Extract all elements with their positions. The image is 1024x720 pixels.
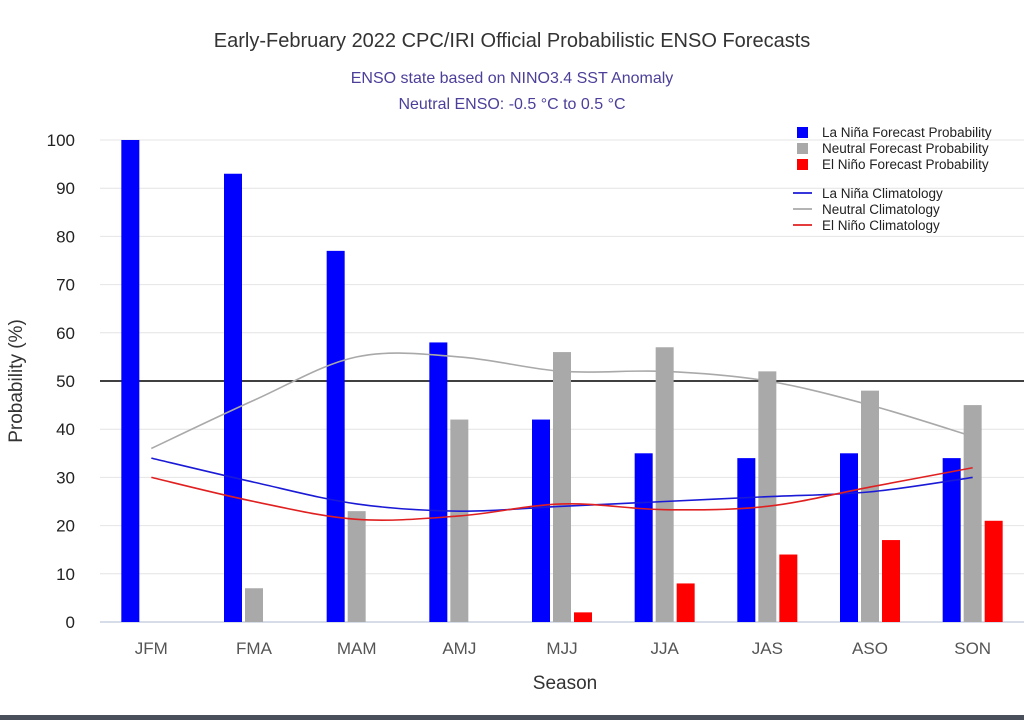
gridlines — [100, 139, 1024, 575]
chart-title: Early-February 2022 CPC/IRI Official Pro… — [214, 30, 811, 52]
y-tick-label: 50 — [56, 372, 75, 391]
legend-swatch — [797, 127, 808, 138]
bar-la-ni-a-forecast-probability-jja — [634, 453, 653, 622]
chart-subtitle-line-2: Neutral ENSO: -0.5 °C to 0.5 °C — [398, 96, 625, 113]
bar-neutral-forecast-probability-aso — [861, 390, 879, 622]
x-tick-label: JAS — [752, 639, 783, 658]
bar-neutral-forecast-probability-mjj — [553, 352, 571, 622]
x-axis-title: Season — [533, 673, 597, 694]
y-tick-label: 60 — [56, 324, 75, 343]
bar-neutral-forecast-probability-fma — [245, 588, 263, 622]
x-tick-label: MJJ — [546, 639, 577, 658]
x-tick-label: JJA — [650, 639, 679, 658]
chart-subtitle-line-1: ENSO state based on NINO3.4 SST Anomaly — [351, 70, 674, 87]
y-axis-ticks: 0 10 20 30 40 50 60 70 80 90 100 — [47, 131, 75, 632]
bar-la-ni-a-forecast-probability-amj — [429, 342, 448, 622]
y-tick-label: 30 — [56, 468, 75, 487]
bar-neutral-forecast-probability-mam — [347, 511, 366, 622]
bar-la-ni-a-forecast-probability-fma — [224, 173, 242, 623]
legend-swatch — [797, 143, 808, 154]
y-tick-label: 80 — [56, 227, 75, 246]
legend-label: La Niña Forecast Probability — [822, 125, 992, 140]
bar-la-ni-a-forecast-probability-aso — [840, 453, 858, 622]
bar-el-ni-o-forecast-probability-mjj — [574, 612, 592, 622]
x-tick-label: JFM — [135, 639, 168, 658]
bar-neutral-forecast-probability-jja — [655, 347, 674, 622]
y-tick-label: 90 — [56, 179, 75, 198]
y-tick-label: 0 — [66, 613, 75, 632]
bar-el-ni-o-forecast-probability-aso — [882, 540, 900, 622]
bar-el-ni-o-forecast-probability-son — [984, 520, 1003, 622]
y-tick-label: 40 — [56, 420, 75, 439]
legend-swatch — [797, 159, 808, 170]
x-axis-ticks: JFM FMA MAM AMJ MJJ JJA JAS ASO SON — [135, 639, 991, 658]
bar-el-ni-o-forecast-probability-jas — [779, 554, 798, 622]
x-tick-label: SON — [954, 639, 991, 658]
y-tick-label: 100 — [47, 131, 75, 150]
bar-la-ni-a-forecast-probability-jas — [737, 458, 756, 622]
climatology-lines — [150, 352, 973, 521]
legend-label: Neutral Climatology — [822, 202, 940, 217]
bar-la-ni-a-forecast-probability-son — [942, 458, 961, 622]
bottom-border — [0, 715, 1024, 720]
bar-el-ni-o-forecast-probability-jja — [676, 583, 695, 622]
x-tick-label: AMJ — [442, 639, 476, 658]
bar-neutral-forecast-probability-son — [963, 405, 982, 622]
line-neutral-climatology — [150, 352, 973, 450]
y-tick-label: 10 — [56, 565, 75, 584]
legend-label: Neutral Forecast Probability — [822, 141, 989, 156]
bars — [121, 140, 1003, 623]
x-tick-label: MAM — [337, 639, 377, 658]
y-axis-title: Probability (%) — [6, 319, 27, 443]
y-tick-label: 70 — [56, 276, 75, 295]
legend-label: El Niño Forecast Probability — [822, 157, 989, 172]
bar-la-ni-a-forecast-probability-mjj — [532, 419, 550, 622]
x-tick-label: FMA — [236, 639, 273, 658]
bar-la-ni-a-forecast-probability-jfm — [121, 140, 140, 622]
legend-label: La Niña Climatology — [822, 186, 943, 201]
line-el-ni-o-climatology — [151, 466, 973, 521]
bar-neutral-forecast-probability-amj — [450, 419, 469, 622]
bar-la-ni-a-forecast-probability-mam — [326, 250, 345, 623]
legend-label: El Niño Climatology — [822, 218, 940, 233]
y-tick-label: 20 — [56, 517, 75, 536]
x-tick-label: ASO — [852, 639, 888, 658]
